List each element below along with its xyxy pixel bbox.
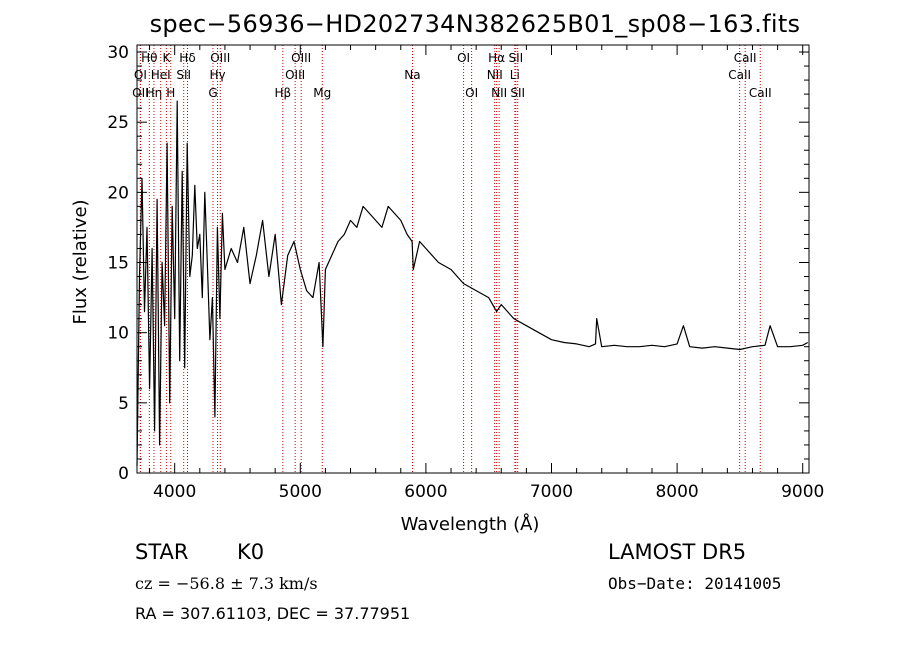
line-marker-label-17: OI [457, 51, 470, 65]
line-markers: OIIHθOIHηHeIKHSIIHδGOIIIHγHβOIIIOIIIMgNa… [132, 45, 772, 473]
line-marker-label-3: Hη [146, 86, 163, 100]
y-tick-label-0: 0 [118, 464, 129, 484]
y-tick-label-1: 5 [118, 394, 129, 414]
y-tick-label-2: 10 [107, 324, 129, 344]
line-marker-label-23: SII [508, 51, 523, 65]
line-marker-label-11: Hγ [209, 68, 225, 82]
observation-date: Obs−Date: 20141005 [608, 574, 782, 593]
line-marker-label-12: Hβ [274, 86, 291, 100]
line-marker-label-1: Hθ [141, 51, 157, 65]
plot-frame [136, 44, 810, 474]
x-tick-label-0: 4000 [153, 482, 196, 502]
coordinates-ra-dec: RA = 307.61103, DEC = 37.77951 [135, 604, 411, 623]
line-marker-label-16: Na [404, 68, 420, 82]
redshift-cz: cz = −56.8 ± 7.3 km/s [135, 574, 318, 593]
y-tick-label-6: 30 [107, 43, 129, 63]
axis-tick-labels: 4000 5000 6000 7000 8000 9000 0 5 10 15 20 25 30 [107, 43, 824, 502]
line-marker-label-14: OIII [291, 51, 311, 65]
x-tick-label-2: 6000 [404, 482, 447, 502]
line-marker-label-5: K [162, 51, 171, 65]
line-marker-label-25: CaII [728, 68, 751, 82]
line-marker-label-15: Mg [313, 86, 331, 100]
y-tick-label-3: 15 [107, 254, 129, 274]
y-axis-label: Flux (relative) [70, 199, 91, 324]
line-marker-label-9: G [208, 86, 217, 100]
survey-name: LAMOST DR5 [608, 540, 747, 564]
line-marker-label-18: OI [465, 86, 478, 100]
x-tick-label-3: 7000 [530, 482, 573, 502]
page-title: spec−56936−HD202734N382625B01_sp08−163.f… [149, 10, 801, 38]
line-marker-label-7: SII [176, 68, 191, 82]
y-tick-label-5: 25 [107, 113, 129, 133]
spectrum-series [136, 100, 808, 467]
x-tick-label-4: 8000 [655, 482, 698, 502]
x-tick-label-1: 5000 [279, 482, 322, 502]
x-axis-label: Wavelength (Å) [401, 513, 540, 535]
line-marker-label-8: Hδ [179, 51, 195, 65]
line-marker-label-19: NII [487, 68, 503, 82]
line-marker-label-20: Hα [488, 51, 505, 65]
axis-ticks [137, 45, 809, 474]
line-marker-label-27: CaII [749, 86, 772, 100]
line-marker-label-10: OIII [210, 51, 230, 65]
line-marker-label-13: OIII [285, 68, 305, 82]
line-marker-label-21: NII [491, 86, 507, 100]
spectrum-line-0 [136, 100, 808, 467]
object-class-label: STAR [135, 540, 189, 564]
line-marker-label-24: SII [510, 86, 525, 100]
object-subclass: K0 [237, 540, 265, 564]
x-tick-label-5: 9000 [781, 482, 824, 502]
line-marker-label-22: Li [510, 68, 520, 82]
line-marker-label-26: CaII [734, 51, 757, 65]
y-tick-label-4: 20 [107, 183, 129, 203]
line-marker-label-6: H [166, 86, 175, 100]
line-marker-label-4: HeI [151, 68, 171, 82]
